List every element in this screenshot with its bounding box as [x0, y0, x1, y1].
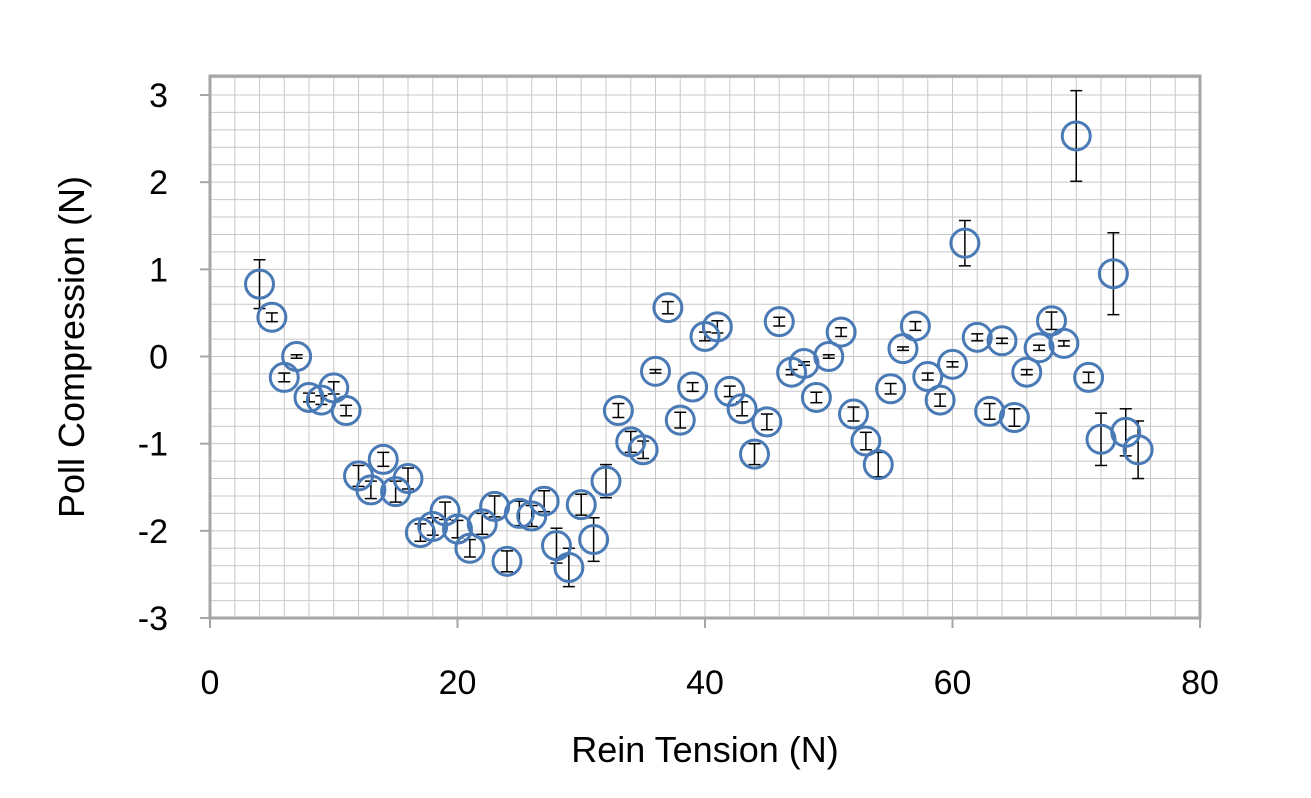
data-point — [355, 474, 387, 506]
data-point — [961, 321, 993, 353]
data-point — [602, 395, 634, 427]
data-point — [664, 404, 696, 436]
data-point — [1097, 258, 1129, 290]
y-tick-label: -3 — [138, 600, 168, 638]
data-point — [281, 341, 313, 372]
data-point — [244, 268, 275, 300]
data-point — [652, 292, 684, 324]
data-point — [1073, 361, 1105, 393]
data-point — [986, 325, 1018, 357]
data-point — [640, 355, 671, 387]
data-point — [838, 398, 869, 430]
data-point — [875, 373, 907, 405]
data-point — [726, 393, 758, 425]
data-point — [924, 384, 956, 416]
y-axis-title: Poll Compression (N) — [51, 176, 92, 518]
data-point — [739, 438, 770, 470]
y-tick-label: 0 — [149, 339, 168, 377]
data-point — [367, 443, 399, 475]
data-points — [244, 120, 1154, 583]
y-tick-label: 3 — [149, 77, 168, 115]
data-point — [751, 406, 783, 438]
data-point — [330, 395, 362, 427]
axes — [200, 74, 1202, 628]
x-tick-label: 80 — [1181, 664, 1219, 702]
y-tick-label: 1 — [149, 251, 168, 289]
data-point — [1048, 327, 1080, 359]
data-point — [528, 485, 560, 517]
data-point — [590, 465, 622, 497]
data-point — [503, 497, 535, 529]
data-point — [1023, 332, 1055, 364]
data-point — [825, 316, 857, 348]
data-point — [701, 311, 733, 343]
data-point — [417, 510, 449, 542]
data-point — [565, 489, 597, 521]
data-point — [553, 551, 585, 583]
y-tick-label: 2 — [149, 164, 168, 202]
data-point — [763, 306, 795, 338]
tick-labels: 3 2 1 0 -1 -2 -3 0 20 40 60 80 — [138, 77, 1219, 702]
data-point — [937, 348, 968, 380]
x-axis-title: Rein Tension (N) — [571, 729, 838, 770]
x-tick-label: 60 — [934, 664, 972, 702]
y-tick-label: -2 — [138, 513, 168, 551]
data-point — [256, 301, 288, 333]
data-point — [998, 402, 1030, 434]
data-point — [862, 449, 894, 481]
data-point — [974, 395, 1006, 427]
data-point — [813, 341, 845, 372]
x-tick-label: 0 — [201, 664, 220, 702]
x-tick-label: 40 — [686, 664, 724, 702]
data-point — [1122, 434, 1154, 466]
data-point — [800, 381, 832, 413]
data-point — [899, 310, 931, 342]
data-point — [949, 227, 981, 259]
data-point — [850, 425, 882, 457]
data-point — [912, 361, 944, 393]
data-point — [1011, 356, 1043, 388]
x-tick-label: 20 — [439, 664, 477, 702]
data-point — [627, 434, 659, 466]
data-point — [1060, 120, 1092, 152]
data-point — [392, 463, 424, 495]
data-point — [491, 545, 523, 577]
data-point — [454, 532, 486, 564]
data-point — [578, 524, 610, 556]
data-point — [677, 371, 709, 403]
y-tick-label: -1 — [138, 426, 168, 464]
